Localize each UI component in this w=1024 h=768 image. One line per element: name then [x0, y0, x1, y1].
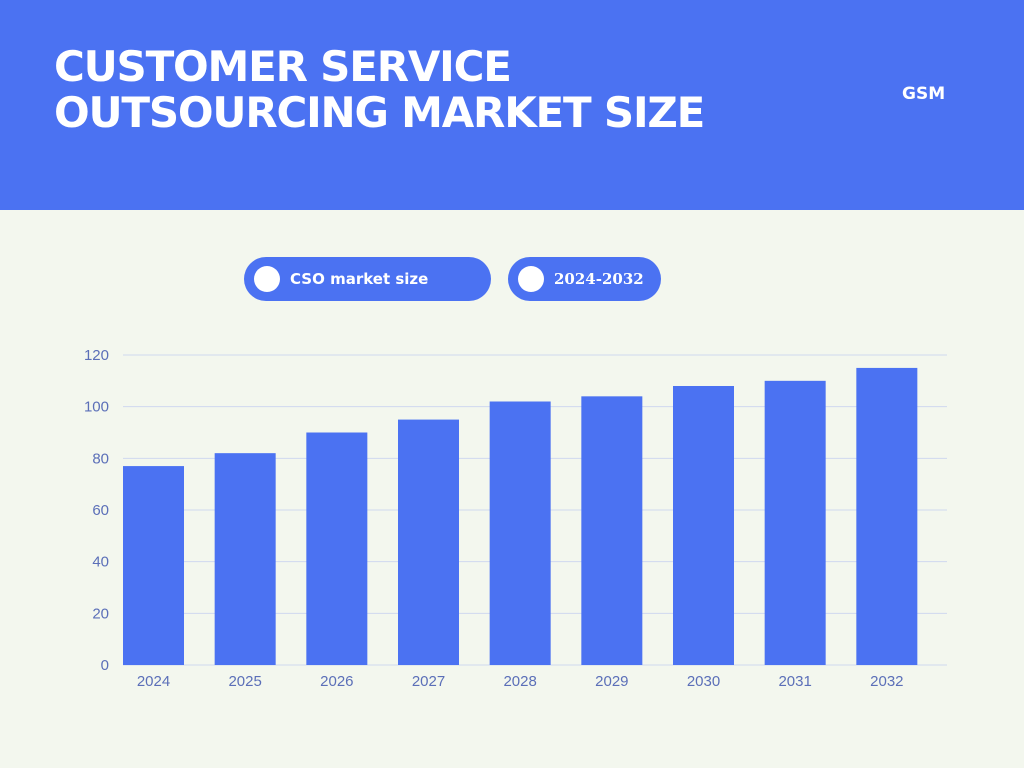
brand-logo: GSM [902, 84, 946, 104]
y-tick-label: 20 [92, 605, 109, 622]
y-axis-ticks: 0 20 40 60 80 100 120 [84, 347, 109, 674]
bar-2031 [764, 380, 826, 665]
x-tick-label: 2032 [870, 673, 903, 690]
y-tick-label: 40 [92, 554, 109, 571]
bar-2030 [673, 386, 734, 665]
x-tick-label: 2027 [412, 673, 445, 690]
x-tick-label: 2028 [503, 673, 536, 690]
bar-2032 [856, 367, 918, 665]
bar-2026 [306, 432, 368, 665]
bar-2027 [398, 419, 459, 665]
title-line-2: OUTSOURCING MARKET SIZE [54, 88, 705, 137]
y-tick-label: 100 [84, 399, 109, 416]
x-tick-label: 2030 [687, 673, 720, 690]
bar-2025 [214, 453, 276, 665]
legend-series-pill: CSO market size [244, 257, 491, 301]
x-tick-label: 2026 [320, 673, 353, 690]
x-axis-ticks: 2024 2025 2026 2027 2028 2029 2030 2031 2032 [137, 673, 904, 690]
legend-range-pill: 2024-2032 [508, 257, 661, 301]
x-tick-label: 2024 [137, 673, 170, 690]
legend-dot-icon [518, 266, 544, 292]
x-tick-label: 2031 [778, 673, 811, 690]
title-line-1: CUSTOMER SERVICE [54, 42, 512, 91]
page-title: CUSTOMER SERVICE OUTSOURCING MARKET SIZE [54, 42, 705, 137]
bar-2029 [581, 396, 643, 665]
chart-bars [123, 367, 918, 665]
header-banner: CUSTOMER SERVICE OUTSOURCING MARKET SIZE… [0, 0, 1024, 210]
legend-series-label: CSO market size [290, 270, 429, 288]
legend-range-label: 2024-2032 [554, 270, 644, 288]
bar-2024 [123, 466, 184, 665]
legend-dot-icon [254, 266, 280, 292]
x-tick-label: 2025 [228, 673, 261, 690]
y-tick-label: 0 [101, 657, 109, 674]
x-tick-label: 2029 [595, 673, 628, 690]
y-tick-label: 60 [92, 502, 109, 519]
y-tick-label: 80 [92, 450, 109, 467]
bar-2028 [489, 401, 551, 665]
y-tick-label: 120 [84, 347, 109, 364]
